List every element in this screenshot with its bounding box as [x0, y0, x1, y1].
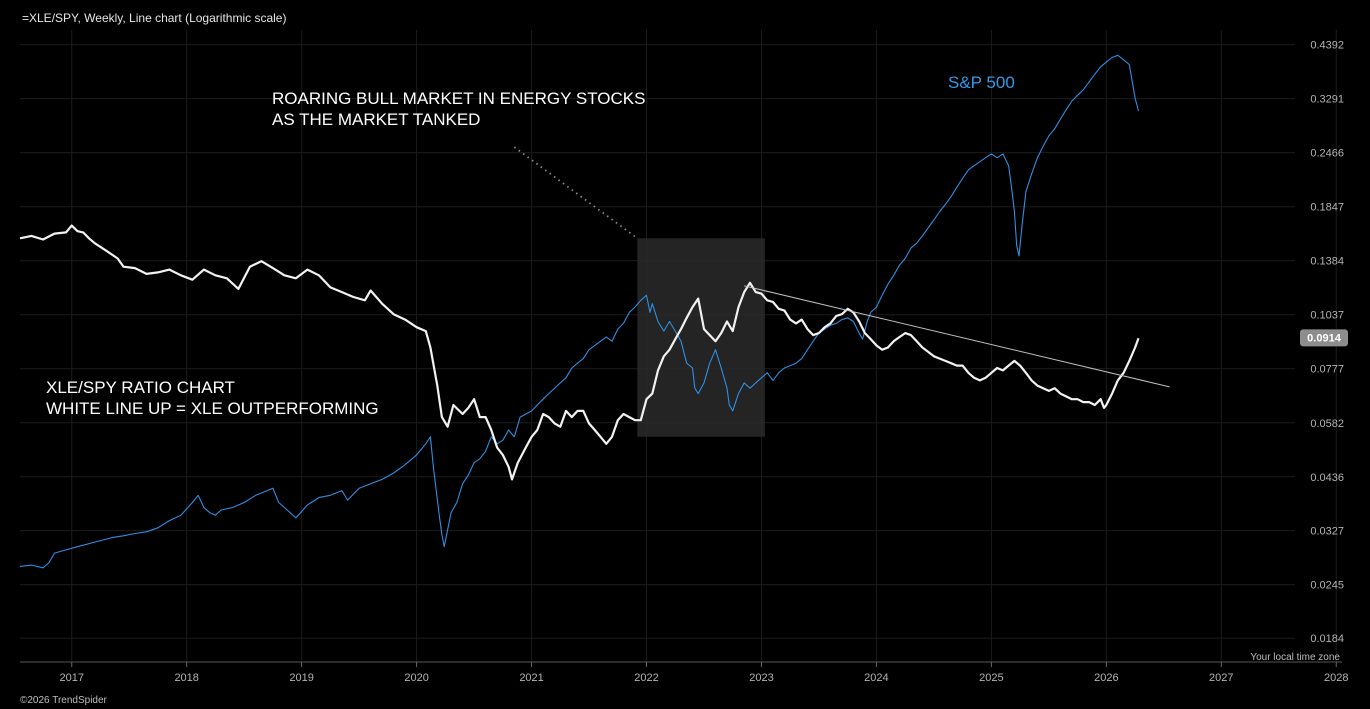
series-layer	[19, 54, 1140, 569]
x-tick-label-7: 2024	[864, 672, 888, 684]
x-tick-label-3: 2020	[404, 672, 428, 684]
copyright-label: ©2026 TrendSpider	[20, 695, 108, 706]
x-axis: 2017 2018 2019 2020 2021 2022 2023 2024 2025 2026…	[59, 662, 1348, 684]
series-xle-spy-line	[19, 224, 1140, 481]
annotation-bull-line2: AS THE MARKET TANKED	[272, 110, 480, 129]
y-tick-label-8: 0.0436	[1310, 472, 1344, 484]
y-tick-label-7: 0.0582	[1310, 418, 1344, 430]
last-value-badge-bg	[1300, 329, 1348, 347]
grid	[20, 30, 1337, 662]
annotation-ratio-line1: XLE/SPY RATIO CHART	[46, 378, 235, 397]
x-tick-label-4: 2021	[519, 672, 543, 684]
y-axis: 0.4392 0.3291 0.2466 0.1847 0.1384 0.1037 0.07…	[1310, 40, 1344, 646]
y-tick-label-11: 0.0184	[1310, 633, 1344, 645]
x-tick-label-9: 2026	[1094, 672, 1118, 684]
x-tick-label-6: 2023	[749, 672, 773, 684]
annotation-ratio-line2: WHITE LINE UP = XLE OUTPERFORMING	[46, 399, 379, 418]
legend-sp500-label: S&P 500	[948, 73, 1015, 92]
last-value-label: 0.0914	[1307, 332, 1342, 344]
y-tick-label-6: 0.0777	[1310, 364, 1344, 376]
trendline	[744, 285, 1170, 388]
y-tick-label-5: 0.1037	[1310, 310, 1344, 322]
x-tick-label-5: 2022	[634, 672, 658, 684]
chart-title: =XLE/SPY, Weekly, Line chart (Logarithmi…	[22, 11, 286, 25]
y-tick-label-10: 0.0245	[1310, 580, 1344, 592]
x-tick-label-8: 2025	[979, 672, 1003, 684]
y-tick-label-9: 0.0327	[1310, 526, 1344, 538]
y-tick-label-2: 0.2466	[1310, 148, 1344, 160]
y-tick-label-0: 0.4392	[1310, 40, 1344, 52]
x-tick-label-2: 2019	[289, 672, 313, 684]
annotation-bull-line1: ROARING BULL MARKET IN ENERGY STOCKS	[272, 89, 645, 108]
highlight-region	[637, 238, 765, 437]
annotation-pointer	[513, 146, 638, 240]
x-tick-label-11: 2028	[1324, 672, 1348, 684]
x-tick-label-0: 2017	[59, 672, 83, 684]
x-tick-label-10: 2027	[1209, 672, 1233, 684]
last-value-badge: 0.0914	[1300, 329, 1348, 347]
y-tick-label-1: 0.3291	[1310, 94, 1344, 106]
x-tick-label-1: 2018	[174, 672, 198, 684]
y-tick-label-4: 0.1384	[1310, 256, 1344, 268]
timezone-label[interactable]: Your local time zone	[1250, 652, 1340, 663]
y-tick-label-3: 0.1847	[1310, 202, 1344, 214]
